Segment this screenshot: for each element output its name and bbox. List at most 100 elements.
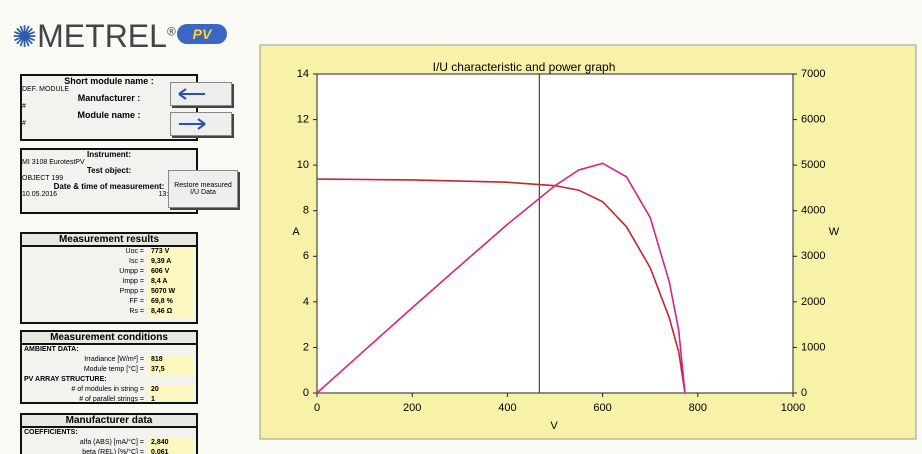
logo-text: METREL	[37, 18, 167, 54]
restore-button[interactable]: Restore measured I/U Data	[168, 170, 238, 208]
y-tick-label: 2	[303, 341, 309, 353]
row-label: Rs =	[129, 308, 144, 315]
value: #	[22, 103, 26, 110]
y-tick-label: 0	[303, 387, 309, 399]
row-label: alfa (ABS) [mA/°C] =	[79, 439, 144, 446]
back-button[interactable]	[170, 82, 232, 106]
x-tick-label: 200	[403, 402, 421, 414]
logo-icon: ✺	[12, 21, 38, 54]
row-value: 2,840	[148, 438, 194, 448]
label: Manufacturer :	[77, 93, 141, 103]
y2-tick-label: 0	[801, 387, 807, 399]
row-label: Module temp [°C] =	[83, 366, 144, 373]
row-label: # of parallel strings =	[79, 396, 144, 403]
y-tick-label: 10	[297, 159, 309, 171]
y-tick-label: 4	[303, 296, 309, 308]
x-tick-label: 0	[314, 402, 320, 414]
row-label: Irradiance [W/m²] =	[84, 356, 144, 363]
data-row: Module temp [°C] = 37,5	[22, 365, 196, 375]
arrow-right	[179, 118, 206, 130]
data-row: Impp = 8,4 A	[22, 277, 196, 287]
row-value: 773 V	[148, 247, 194, 257]
y2-tick-label: 5000	[801, 159, 825, 171]
data-row: Umpp = 606 V	[22, 267, 196, 277]
x-tick-label: 1000	[781, 402, 805, 414]
value: OBJECT 199	[22, 175, 64, 182]
row-value: 606 V	[148, 267, 194, 277]
x-tick-label: 800	[689, 402, 707, 414]
row-label: Isc =	[129, 258, 144, 265]
plot-area	[316, 73, 794, 394]
panel-title: Manufacturer data	[22, 415, 196, 428]
row-value: 0,061	[148, 448, 194, 454]
value: MI 3108 EurotestPV	[22, 159, 85, 166]
value: #	[22, 120, 26, 127]
forward-button[interactable]	[170, 112, 232, 136]
row-label: FF =	[129, 298, 144, 305]
row-label: Impp =	[122, 278, 144, 285]
row-value: 20	[148, 385, 194, 395]
pv-badge: PV	[177, 24, 227, 44]
y-axis-label: A	[292, 226, 300, 238]
row-label: beta (REL) [%/°C] =	[82, 449, 144, 454]
y2-tick-label: 6000	[801, 113, 825, 125]
row-value: 37,5	[148, 365, 194, 375]
label: Instrument:	[87, 150, 131, 159]
row-value: 69,8 %	[148, 297, 194, 307]
row-value: 8,4 A	[148, 277, 194, 287]
results-panel: Measurement results Uoc = 773 V Isc = 9,39 …	[20, 232, 198, 324]
row-value: 8,46 Ω	[148, 307, 194, 317]
data-row: alfa (ABS) [mA/°C] = 2,840	[22, 438, 196, 448]
data-row: Uoc = 773 V	[22, 247, 196, 257]
row-value: 9,39 A	[148, 257, 194, 267]
data-row: beta (REL) [%/°C] = 0,061	[22, 448, 196, 454]
data-row: Isc = 9,39 A	[22, 257, 196, 267]
manufacturer-panel: Manufacturer data COEFFICIENTS: alfa (ABS…	[20, 413, 198, 454]
label: Test object:	[86, 166, 132, 175]
y2-tick-label: 7000	[801, 68, 825, 80]
time: 13:30	[158, 191, 176, 198]
y2-tick-label: 3000	[801, 250, 825, 262]
chart-title: I/U characteristic and power graph	[433, 60, 616, 74]
y2-tick-label: 4000	[801, 205, 825, 217]
data-row: # of parallel strings = 1	[22, 395, 196, 403]
section-label: PV ARRAY STRUCTURE:	[24, 376, 107, 383]
y-tick-label: 8	[303, 205, 309, 217]
data-row: FF = 69,8 %	[22, 297, 196, 307]
series-line	[316, 162, 686, 394]
x-axis-label: V	[550, 420, 558, 432]
row-label: # of modules in string =	[71, 386, 144, 393]
arrow-left	[178, 88, 205, 100]
conditions-panel: Measurement conditions AMBIENT DATA: Irra…	[20, 330, 198, 404]
date: 10.05.2016	[22, 191, 58, 198]
y-tick-label: 6	[303, 250, 309, 262]
logo: ✺METREL®	[12, 18, 176, 55]
y2-tick-label: 1000	[801, 341, 825, 353]
y-tick-label: 12	[297, 113, 309, 125]
label: Short module name :	[64, 76, 154, 86]
label: Date & time of measurement:	[53, 182, 165, 191]
data-row: # of modules in string = 20	[22, 385, 196, 395]
x-tick-label: 400	[498, 402, 516, 414]
label: Module name :	[77, 110, 141, 120]
y-tick-label: 14	[297, 68, 309, 80]
row-label: Uoc =	[125, 248, 144, 255]
datetime: 10.05.2016 13:30	[22, 191, 196, 198]
data-row: Pmpp = 5070 W	[22, 287, 196, 297]
x-tick-label: 600	[593, 402, 611, 414]
row-value: 5070 W	[148, 287, 194, 297]
panel-title: Measurement conditions	[22, 332, 196, 345]
y2-tick-label: 2000	[801, 296, 825, 308]
series-line	[316, 178, 686, 394]
value: DEF. MODULE	[22, 86, 70, 93]
module-panel: Short module name : DEF. MODULE Manufact…	[20, 74, 198, 141]
y2-axis-label: W	[829, 226, 840, 238]
data-row: Irradiance [W/m²] = 818	[22, 355, 196, 365]
logo-mark: ®	[166, 24, 176, 39]
row-value: 1	[148, 395, 194, 402]
row-value: 818	[148, 355, 194, 365]
chart: I/U characteristic and power graph A W V…	[259, 44, 917, 440]
section-label: AMBIENT DATA:	[24, 346, 79, 353]
section-label: COEFFICIENTS:	[24, 429, 78, 436]
